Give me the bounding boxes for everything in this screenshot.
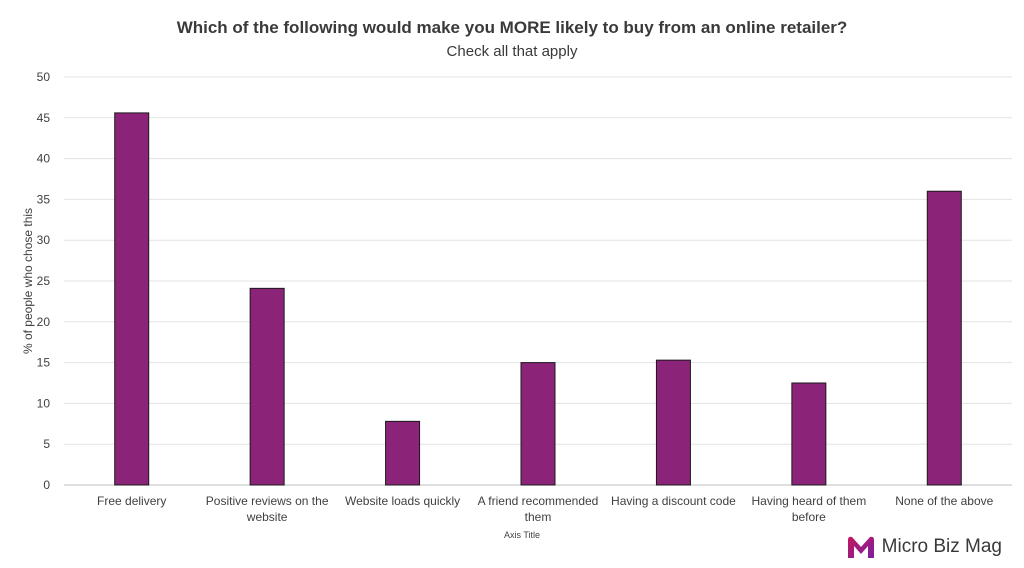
- micro-biz-mag-logo: Micro Biz Mag: [846, 534, 1002, 560]
- bar: [385, 420, 421, 486]
- y-tick-label: 35: [37, 192, 51, 206]
- logo-text: Micro Biz Mag: [881, 536, 1002, 557]
- x-category-label: Having heard of them: [751, 494, 866, 508]
- x-category-label: A friend recommended: [478, 494, 599, 508]
- x-category-label: website: [246, 510, 288, 524]
- x-category-label: Free delivery: [97, 494, 166, 508]
- bar: [926, 190, 962, 486]
- bar: [249, 287, 285, 486]
- y-tick-label: 15: [37, 356, 51, 370]
- y-tick-label: 30: [37, 233, 51, 247]
- bar: [791, 382, 827, 486]
- bar: [114, 112, 150, 486]
- y-axis-title: % of people who chose this: [21, 208, 35, 354]
- x-axis-title: Axis Title: [504, 530, 540, 540]
- x-category-label: them: [525, 510, 552, 524]
- logo-m-icon: [847, 536, 874, 558]
- x-category-label: Having a discount code: [611, 494, 736, 508]
- y-tick-label: 50: [37, 70, 51, 84]
- y-tick-label: 20: [37, 315, 51, 329]
- chart-subtitle: Check all that apply: [446, 43, 578, 60]
- x-category-label: Website loads quickly: [345, 494, 460, 508]
- x-category-label: Positive reviews on the: [206, 494, 329, 508]
- y-tick-label: 0: [43, 478, 50, 492]
- bar: [655, 359, 691, 486]
- chart-title: Which of the following would make you MO…: [176, 18, 848, 37]
- bar: [520, 362, 556, 486]
- y-tick-label: 10: [37, 396, 51, 410]
- x-category-label: before: [792, 510, 826, 524]
- y-tick-label: 40: [37, 152, 51, 166]
- y-tick-label: 45: [37, 111, 51, 125]
- y-tick-label: 25: [37, 274, 51, 288]
- x-category-label: None of the above: [895, 494, 993, 508]
- y-tick-label: 5: [43, 437, 50, 451]
